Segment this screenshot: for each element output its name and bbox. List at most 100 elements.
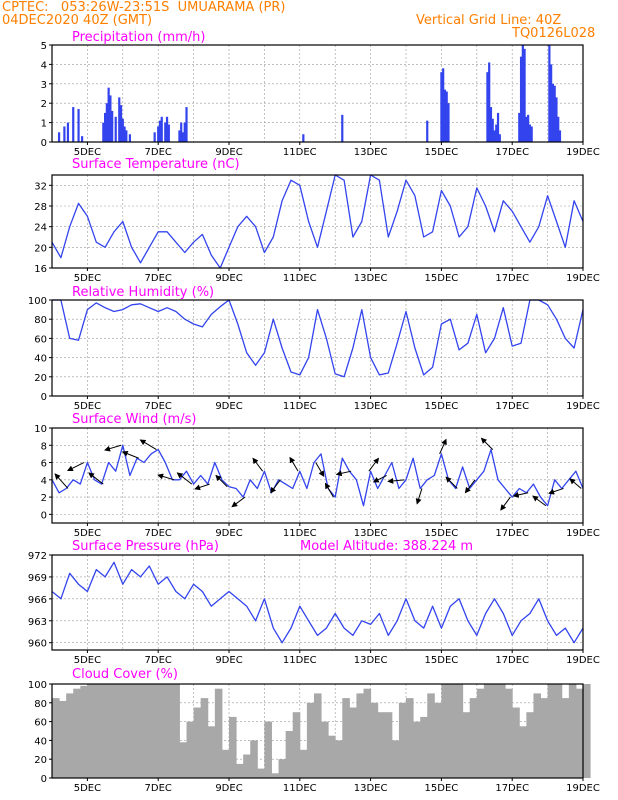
y-tick-label: 8 (41, 441, 47, 452)
wind-vector-arrow (500, 496, 511, 511)
precip-bar (495, 124, 498, 142)
wind-vector-arrow (512, 491, 529, 498)
x-tick-label: 17DEC (495, 401, 529, 412)
cloud-bar (583, 684, 591, 778)
cloud-bar (512, 707, 520, 778)
precip-bar (109, 95, 112, 142)
wind-vector-arrow (445, 476, 458, 489)
cloud-bar (158, 684, 166, 778)
cloud-bar (533, 693, 542, 778)
precip-bar (185, 107, 188, 142)
cloud-bar (292, 712, 301, 778)
wind-frame (51, 427, 584, 524)
x-tick-label: 5DEC (74, 147, 101, 158)
precip-bar (443, 89, 447, 142)
precip-bar (102, 122, 105, 142)
y-tick-label: 32 (34, 181, 47, 192)
wind-vector-arrow (335, 470, 352, 477)
precip-bar (164, 122, 167, 142)
precip-bar (555, 97, 558, 142)
cloud-bar (406, 698, 414, 778)
precip-bar (447, 103, 450, 142)
cloud-bar (455, 684, 464, 778)
y-tick-label: 10 (34, 424, 47, 435)
wind-vector-arrow (315, 462, 325, 478)
precip-bar (530, 126, 533, 142)
wind-vector-arrow (569, 478, 582, 489)
cloud-bar (540, 698, 549, 778)
temp-series-line (51, 174, 584, 269)
cloud-bar (179, 742, 188, 778)
cloud-bar (66, 693, 74, 778)
precip-bar (114, 116, 117, 142)
y-tick-label: 40 (34, 736, 47, 747)
precip-bar (557, 116, 560, 142)
precip-bar (107, 87, 110, 142)
x-tick-label: 13DEC (354, 528, 388, 539)
x-tick-label: 9DEC (215, 147, 242, 158)
cloud-bar (483, 684, 492, 778)
precip-bar (558, 130, 562, 142)
y-tick-label: 20 (34, 243, 47, 254)
x-tick-label: 13DEC (354, 401, 388, 412)
x-tick-label: 5DEC (74, 401, 101, 412)
wind-vector-arrow (439, 438, 447, 455)
wind-vector-arrow (372, 475, 387, 483)
rh-frame (51, 299, 584, 397)
precip-bar (80, 136, 84, 142)
precip-bar (445, 91, 448, 142)
precip-bar (302, 134, 305, 142)
wind-vector-arrow (104, 444, 122, 452)
wind-vector-arrow (548, 487, 564, 495)
wind-vector-arrow (415, 488, 423, 505)
precip-bar (104, 112, 107, 142)
cloud-bar (122, 684, 131, 778)
wind-panel: 0 2 4 6 8 10 5DEC 7DEC 9DEC 11DEC 13DEC 15DEC 17DEC 1… (34, 412, 600, 539)
cloud-bar (321, 721, 329, 778)
precip-bar (118, 97, 121, 142)
precip-bar (551, 83, 555, 142)
temp-title: Surface Temperature (nC) (72, 157, 240, 172)
cloud-bar (172, 684, 180, 778)
x-tick-label: 19DEC (566, 528, 600, 539)
cloud-bar (243, 754, 251, 778)
y-tick-label: 100 (28, 680, 47, 691)
cloud-bar (342, 698, 350, 778)
x-tick-label: 13DEC (354, 655, 388, 666)
pressure-subtitle: Model Altitude: 388.224 m (300, 539, 473, 554)
y-tick-label: 16 (34, 264, 47, 275)
x-tick-label: 15DEC (425, 528, 459, 539)
precip-bar (158, 120, 162, 142)
pressure-title: Surface Pressure (hPa) (72, 539, 219, 554)
precip-title: Precipitation (mm/h) (72, 30, 205, 45)
cloud-bar (94, 684, 103, 778)
cloud-bar (427, 693, 435, 778)
y-tick-label: 2 (41, 99, 47, 110)
cloud-bar (306, 702, 315, 778)
precip-bar (72, 107, 75, 142)
precip-bar (553, 85, 556, 142)
x-tick-label: 11DEC (283, 528, 317, 539)
header-line2-left: 04DEC2020 40Z (GMT) (2, 13, 153, 28)
x-tick-label: 19DEC (566, 273, 600, 284)
cloud-bar (214, 688, 223, 778)
y-tick-label: 20 (34, 373, 47, 384)
wind-vector-arrow (252, 457, 264, 472)
pressure-frame (51, 554, 584, 651)
cloud-bar (278, 759, 287, 778)
cloud-bar (87, 684, 95, 778)
precip-bar (153, 132, 156, 142)
cloud-bar (151, 684, 159, 778)
header-line1-right: Vertical Grid Line: 40Z (416, 13, 562, 28)
x-tick-label: 11DEC (283, 273, 317, 284)
cloud-bar (193, 707, 202, 778)
x-tick-label: 5DEC (74, 273, 101, 284)
precip-bar (183, 122, 186, 142)
rh-title: Relative Humidity (%) (72, 285, 214, 300)
y-tick-label: 80 (34, 699, 47, 710)
x-tick-label: 15DEC (425, 783, 459, 794)
precip-bar (111, 110, 114, 142)
cloud-bar (448, 684, 457, 778)
precip-bar (426, 120, 429, 142)
